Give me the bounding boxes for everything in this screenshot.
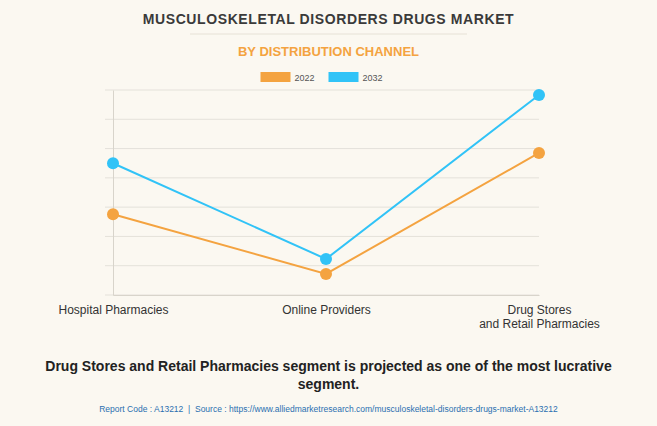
legend-label: 2022 xyxy=(295,73,315,83)
x-axis: Hospital Pharmacies Online Providers Drug … xyxy=(58,295,599,331)
x-tick-label: Drug Storesand Retail Pharmacies xyxy=(479,303,600,331)
x-tick: Drug Storesand Retail Pharmacies xyxy=(479,295,600,331)
background xyxy=(0,0,657,426)
x-tick-label: Hospital Pharmacies xyxy=(58,303,168,317)
point xyxy=(533,147,545,159)
caption-line: Drug Stores and Retail Pharmacies segmen… xyxy=(45,358,612,374)
x-tick-label: Online Providers xyxy=(282,303,371,317)
y-axis xyxy=(113,91,115,296)
x-tick-label-line: Drug Stores xyxy=(507,303,571,317)
point xyxy=(107,208,119,220)
x-tick-label-line: Hospital Pharmacies xyxy=(58,303,168,317)
point xyxy=(320,268,332,280)
caption-line: segment. xyxy=(298,376,359,392)
grid xyxy=(105,90,539,295)
title-rule xyxy=(190,34,467,35)
x-tick-label-line: and Retail Pharmacies xyxy=(479,317,600,331)
point xyxy=(107,157,119,169)
x-tick: Online Providers xyxy=(282,295,371,317)
grid-line xyxy=(105,207,539,208)
legend: 2022 2032 xyxy=(261,72,383,83)
source: Report Code : A13212 | Source : https://… xyxy=(99,404,558,414)
chart: MUSCULOSKELETAL DISORDERS DRUGS MARKET BY… xyxy=(0,0,657,426)
x-tick-label-line: Online Providers xyxy=(282,303,371,317)
x-tick: Hospital Pharmacies xyxy=(58,295,168,317)
title: MUSCULOSKELETAL DISORDERS DRUGS MARKET xyxy=(143,11,515,27)
caption: Drug Stores and Retail Pharmacies segmen… xyxy=(45,358,612,392)
grid-line xyxy=(105,265,539,266)
legend-swatch xyxy=(329,72,359,82)
grid-line xyxy=(105,90,539,91)
legend-label: 2032 xyxy=(363,73,383,83)
plot xyxy=(107,89,545,280)
grid-line xyxy=(105,119,539,120)
point xyxy=(533,89,545,101)
grid-line xyxy=(105,177,539,178)
legend-swatch xyxy=(261,72,291,82)
series-line xyxy=(113,95,539,259)
subtitle: BY DISTRIBUTION CHANNEL xyxy=(238,44,419,59)
grid-line xyxy=(105,236,539,237)
y-axis-line xyxy=(113,91,114,296)
point xyxy=(320,253,332,265)
series-line xyxy=(113,153,539,274)
grid-line xyxy=(105,148,539,149)
grid-line xyxy=(105,295,539,296)
x-axis-line xyxy=(114,295,540,296)
